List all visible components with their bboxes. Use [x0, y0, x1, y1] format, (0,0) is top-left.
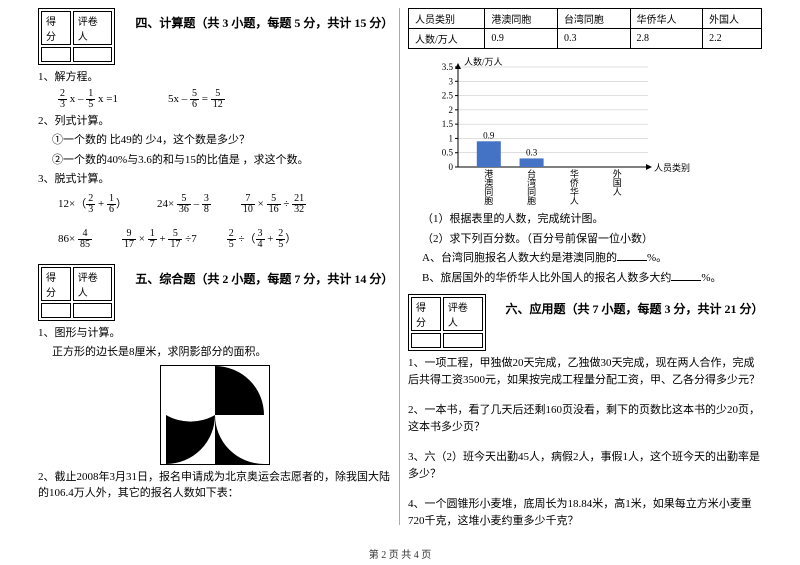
q2: 2、列式计算。	[38, 113, 391, 130]
svg-text:胞: 胞	[484, 195, 493, 205]
chart-qb: B、旅居国外的华侨华人比外国人的报名人数多大约%。	[422, 270, 762, 287]
volunteer-table: 人员类别港澳同胞 台湾同胞华侨华人 外国人 人数/万人0.9 0.32.8 2.…	[408, 8, 762, 49]
svg-text:人员类别: 人员类别	[654, 162, 690, 173]
svg-text:3: 3	[449, 76, 454, 86]
svg-text:1: 1	[449, 133, 454, 143]
q5-1: 1、图形与计算。	[38, 325, 391, 342]
a3: 3、六（2）班今天出勤45人，病假2人，事假1人，这个班今天的出勤率是多少？	[408, 449, 762, 482]
svg-text:2.5: 2.5	[442, 91, 454, 101]
section-6-title: 六、应用题（共 7 小题，每题 3 分，共计 21 分）	[506, 300, 762, 317]
svg-text:2: 2	[449, 105, 454, 115]
svg-text:0.3: 0.3	[526, 147, 538, 157]
right-column: 人员类别港澳同胞 台湾同胞华侨华人 外国人 人数/万人0.9 0.32.8 2.…	[400, 8, 770, 525]
q1-equations: 23 x – 15 x =1 5x – 56 = 512	[58, 89, 391, 110]
svg-text:0.5: 0.5	[442, 148, 454, 158]
svg-text:人: 人	[613, 187, 622, 197]
score-box: 得分评卷人	[38, 8, 115, 65]
svg-text:0: 0	[449, 162, 454, 172]
score-box-5: 得分评卷人	[38, 264, 115, 321]
chart-qa: A、台湾同胞报名人数大约是港澳同胞的%。	[422, 250, 762, 267]
svg-text:1.5: 1.5	[442, 119, 454, 129]
q3-row1: 12×（23 + 16） 24× 536 – 38 710 × 516 ÷ 21…	[58, 194, 391, 215]
q2-2: ②一个数的40%与3.6的和与15的比值是 ，求这个数。	[52, 152, 391, 169]
svg-text:人: 人	[570, 196, 579, 205]
a1: 1、一项工程，甲独做20天完成，乙独做30天完成，现在两人合作，完成后共得工资3…	[408, 355, 762, 388]
chart-q2: （2）求下列百分数。（百分号前保留一位小数）	[422, 231, 762, 248]
bar-chart: 00.511.522.533.5人数/万人人员类别0.9港澳同胞0.3台湾同胞华…	[428, 55, 708, 205]
chart-q1: （1）根据表里的人数，完成统计图。	[422, 211, 762, 228]
q1: 1、解方程。	[38, 69, 391, 86]
geometry-figure	[160, 365, 270, 465]
a4: 4、一个圆锥形小麦堆，底周长为18.84米，高1米，如果每立方米小麦重720千克…	[408, 496, 762, 529]
q5-1-sub: 正方形的边长是8厘米，求阴影部分的面积。	[52, 344, 391, 361]
q5-2: 2、截止2008年3月31日，报名申请成为北京奥运会志愿者的，除我国大陆的106…	[38, 469, 391, 502]
section-4-title: 四、计算题（共 3 小题，每题 5 分，共计 15 分）	[135, 14, 391, 31]
q3: 3、脱式计算。	[38, 171, 391, 188]
left-column: 得分评卷人 四、计算题（共 3 小题，每题 5 分，共计 15 分） 1、解方程…	[30, 8, 400, 525]
page-footer: 第 2 页 共 4 页	[0, 546, 800, 561]
score-box-6: 得分评卷人	[408, 294, 486, 351]
q3-row2: 86× 485 917 × 17 + 517 ÷7 25 ÷（34 + 25）	[58, 229, 391, 250]
section-5-title: 五、综合题（共 2 小题，每题 7 分，共计 14 分）	[135, 270, 391, 287]
svg-text:胞: 胞	[527, 195, 536, 205]
a2: 2、一本书，看了几天后还剩160页没看，剩下的页数比这本书的少20页，这本书多少…	[408, 402, 762, 435]
q2-1: ①一个数的 比49的 少4，这个数是多少？	[52, 132, 391, 149]
svg-text:人数/万人: 人数/万人	[464, 56, 503, 67]
svg-text:0.9: 0.9	[483, 130, 495, 140]
svg-text:3.5: 3.5	[442, 62, 454, 72]
